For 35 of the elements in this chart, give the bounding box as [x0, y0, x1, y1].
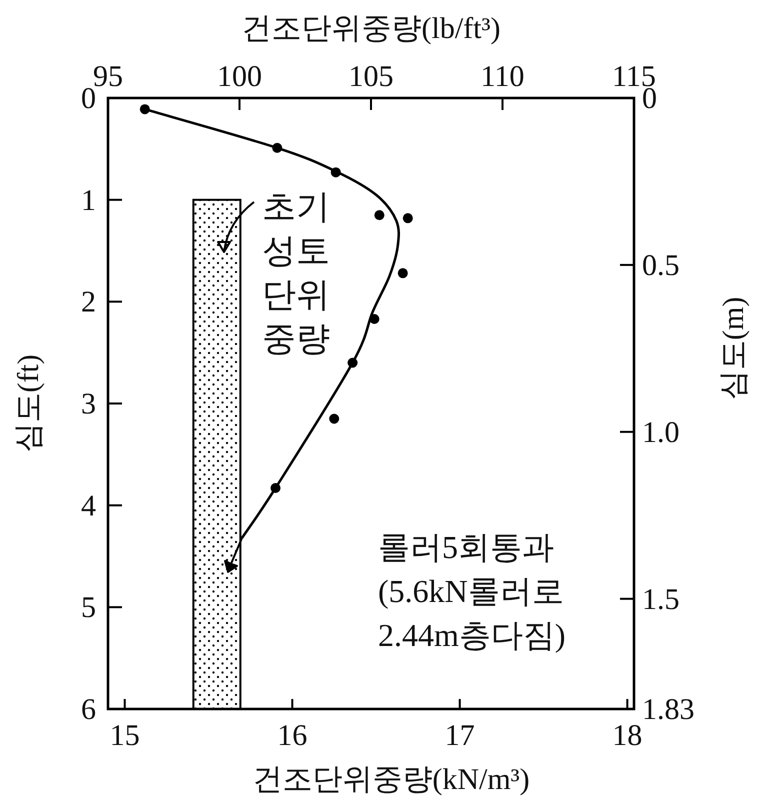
point [270, 483, 281, 494]
x-tick-label: 16 [277, 719, 308, 752]
annotation: 롤러5회통과 (5.6kN롤러로 2.44m층다짐) [378, 529, 566, 653]
point [140, 104, 150, 114]
point [402, 213, 413, 224]
x2-axis-title: 건조단위중량(lb/ft³) [242, 12, 500, 45]
y-tick-label: 1 [81, 184, 96, 217]
y-tick-label: 6 [81, 693, 96, 726]
y-axis-title: 심도(ft) [12, 354, 45, 453]
y-tick-label: 0 [81, 82, 96, 115]
point [329, 414, 340, 424]
y2-tick-label: 0.5 [642, 248, 680, 282]
point [272, 142, 282, 153]
x-tick-label: 17 [444, 719, 475, 752]
y-tick-label: 5 [81, 591, 96, 624]
point [348, 358, 358, 368]
point [330, 167, 341, 178]
y-tick-label: 4 [81, 489, 96, 522]
y2-tick-label: 1.5 [642, 582, 680, 616]
point [369, 314, 380, 324]
x2-tick-label: 110 [480, 60, 524, 93]
x-axis-title: 건조단위중량(kN/m³) [252, 763, 530, 796]
x2-tick-label: 95 [93, 60, 123, 93]
y-tick-label: 2 [81, 286, 96, 319]
point [374, 210, 384, 220]
point [398, 268, 408, 278]
x-tick-label: 18 [612, 719, 642, 752]
x2-tick-label: 100 [217, 60, 262, 93]
x2-tick-label: 105 [348, 60, 394, 93]
y2-axis-title: 심도(m) [717, 296, 750, 400]
y-tick-label: 3 [81, 388, 96, 420]
annotation: 초기 성토 단위 중량 [262, 189, 330, 358]
x-tick-label: 15 [110, 719, 140, 752]
y2-tick-label: 1.83 [642, 693, 694, 726]
y2-tick-label: 1.0 [642, 416, 680, 449]
